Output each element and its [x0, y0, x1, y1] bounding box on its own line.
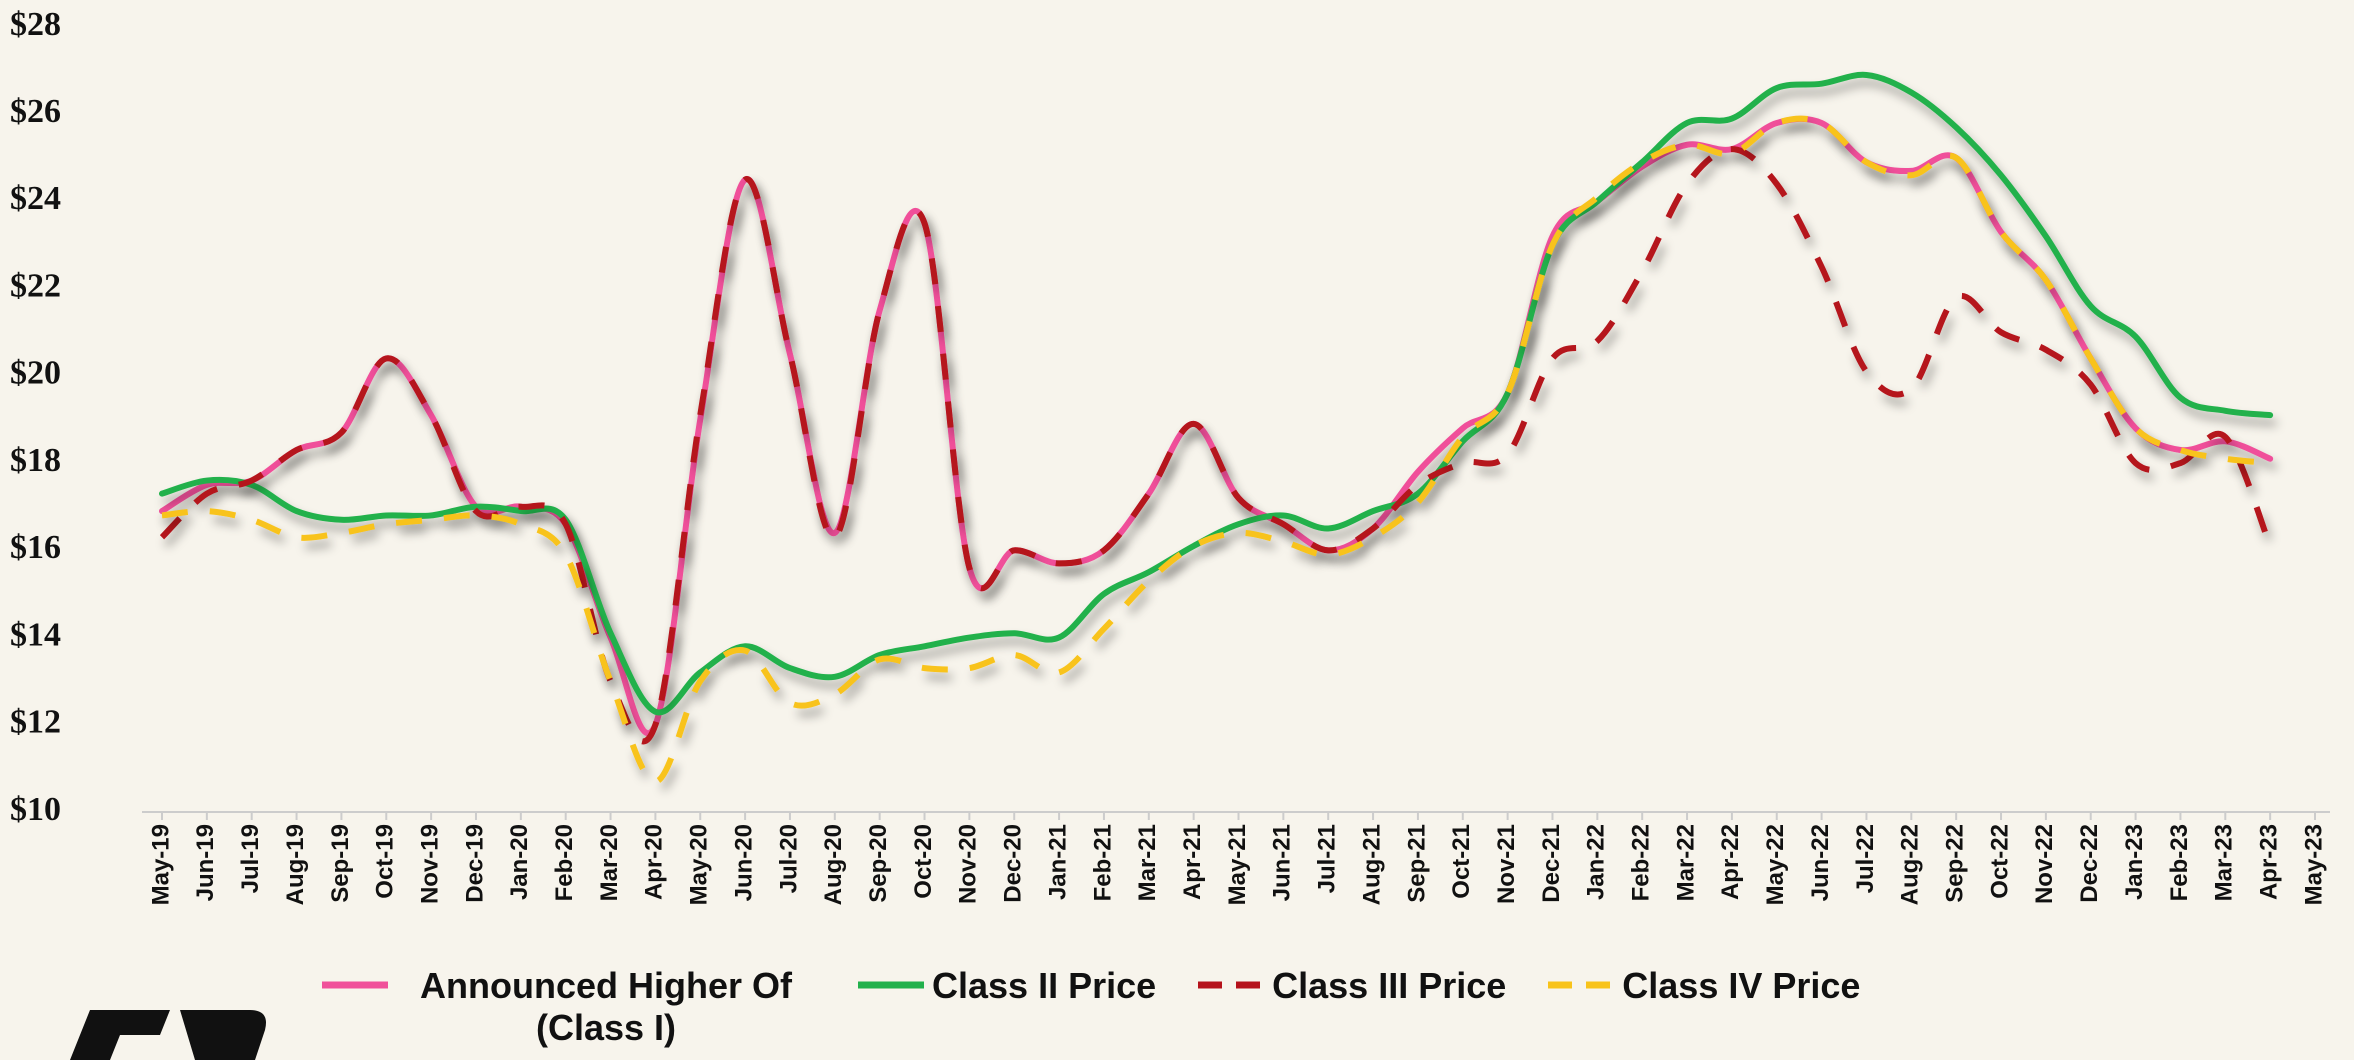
legend-label: Announced Higher Of (Class I): [420, 965, 792, 1048]
logo: [70, 1010, 266, 1060]
x-tick-label: Nov-20: [955, 824, 982, 904]
x-tick-label: Feb-21: [1089, 824, 1116, 901]
x-tick-label: May-23: [2300, 824, 2327, 905]
y-tick-label: $20: [10, 355, 61, 392]
legend-item: Announced Higher Of (Class I): [320, 965, 816, 1049]
x-tick-label: Jun-20: [730, 824, 757, 901]
x-tick-label: Feb-22: [1628, 824, 1655, 901]
x-tick-label: May-22: [1762, 824, 1789, 905]
x-tick-label: Dec-19: [461, 824, 488, 903]
x-tick-label: Mar-22: [1672, 824, 1699, 901]
y-tick-label: $12: [10, 704, 61, 741]
x-tick-label: Mar-23: [2211, 824, 2238, 901]
x-tick-label: Sep-21: [1403, 824, 1430, 903]
x-tick-label: Jul-21: [1314, 824, 1341, 893]
x-tick-label: Jan-20: [506, 824, 533, 900]
x-tick-label: Aug-22: [1897, 824, 1924, 905]
legend-label: Class III Price: [1272, 965, 1507, 1006]
x-tick-label: Aug-19: [282, 824, 309, 905]
x-tick-label: Feb-23: [2166, 824, 2193, 901]
x-tick-label: Apr-23: [2255, 824, 2282, 900]
x-tick-label: May-19: [147, 824, 174, 905]
legend-item: Class III Price: [1196, 965, 1506, 1007]
x-tick-label: Apr-20: [641, 824, 668, 900]
x-tick-label: Oct-21: [1448, 824, 1475, 899]
y-tick-label: $22: [10, 267, 61, 304]
x-tick-label: Aug-21: [1358, 824, 1385, 905]
x-tick-label: Jul-19: [237, 824, 264, 893]
x-tick-label: Feb-20: [551, 824, 578, 901]
x-tick-label: May-20: [686, 824, 713, 905]
x-tick-label: Jun-22: [1807, 824, 1834, 901]
y-tick-label: $26: [10, 93, 61, 130]
x-tick-label: Nov-22: [2031, 824, 2058, 904]
x-tick-label: Jun-21: [1269, 824, 1296, 901]
x-tick-label: Jan-21: [1044, 824, 1071, 900]
x-tick-label: Dec-20: [1000, 824, 1027, 903]
x-tick-label: Apr-21: [1179, 824, 1206, 900]
chart: $10 $12 $14 $16 $18 $20 $22 $24 $26 $28 May-19 Jun-…: [10, 6, 2330, 905]
x-tick-label: Jul-22: [1852, 824, 1879, 893]
series-line: [161, 115, 2271, 785]
y-tick-label: $14: [10, 616, 61, 653]
x-tick-label: Aug-20: [820, 824, 847, 905]
x-tick-label: Sep-20: [865, 824, 892, 903]
x-tick-label: Sep-19: [327, 824, 354, 903]
x-tick-label: Nov-21: [1493, 824, 1520, 904]
x-tick-label: Mar-20: [596, 824, 623, 901]
series-line: [159, 71, 2274, 716]
y-tick-label: $28: [10, 6, 61, 43]
legend: Announced Higher Of (Class I) Class II Pr…: [320, 965, 1860, 1049]
x-tick-label: Oct-22: [1986, 824, 2013, 899]
legend-swatch: [1548, 981, 1615, 989]
x-tick-label: Sep-22: [1942, 824, 1969, 903]
legend-swatch: [858, 981, 924, 989]
x-tick-label: Jun-19: [192, 824, 219, 901]
series-line: [159, 146, 2273, 745]
y-tick-label: $18: [10, 442, 61, 479]
x-tick-label: Mar-21: [1134, 824, 1161, 901]
x-tick-label: Apr-22: [1717, 824, 1744, 900]
legend-label: Class II Price: [932, 965, 1157, 1006]
legend-swatch: [1198, 981, 1265, 989]
y-tick-label: $10: [10, 791, 61, 828]
series-line: [159, 115, 2274, 737]
x-tick-label: May-21: [1224, 824, 1251, 905]
y-tick-label: $24: [10, 180, 61, 217]
x-tick-label: Dec-22: [2076, 824, 2103, 903]
x-tick-label: Oct-19: [372, 824, 399, 899]
y-tick-label: $16: [10, 529, 61, 566]
x-tick-label: Oct-20: [910, 824, 937, 899]
x-tick-label: Jan-22: [1583, 824, 1610, 900]
legend-item: Class IV Price: [1546, 965, 1860, 1007]
legend-label: Class IV Price: [1622, 965, 1861, 1006]
x-tick-label: Dec-21: [1538, 824, 1565, 903]
x-tick-label: Jan-23: [2121, 824, 2148, 900]
x-tick-label: Jul-20: [775, 824, 802, 893]
x-tick-label: Nov-19: [416, 824, 443, 904]
legend-swatch: [322, 981, 388, 989]
legend-item: Class II Price: [856, 965, 1156, 1007]
